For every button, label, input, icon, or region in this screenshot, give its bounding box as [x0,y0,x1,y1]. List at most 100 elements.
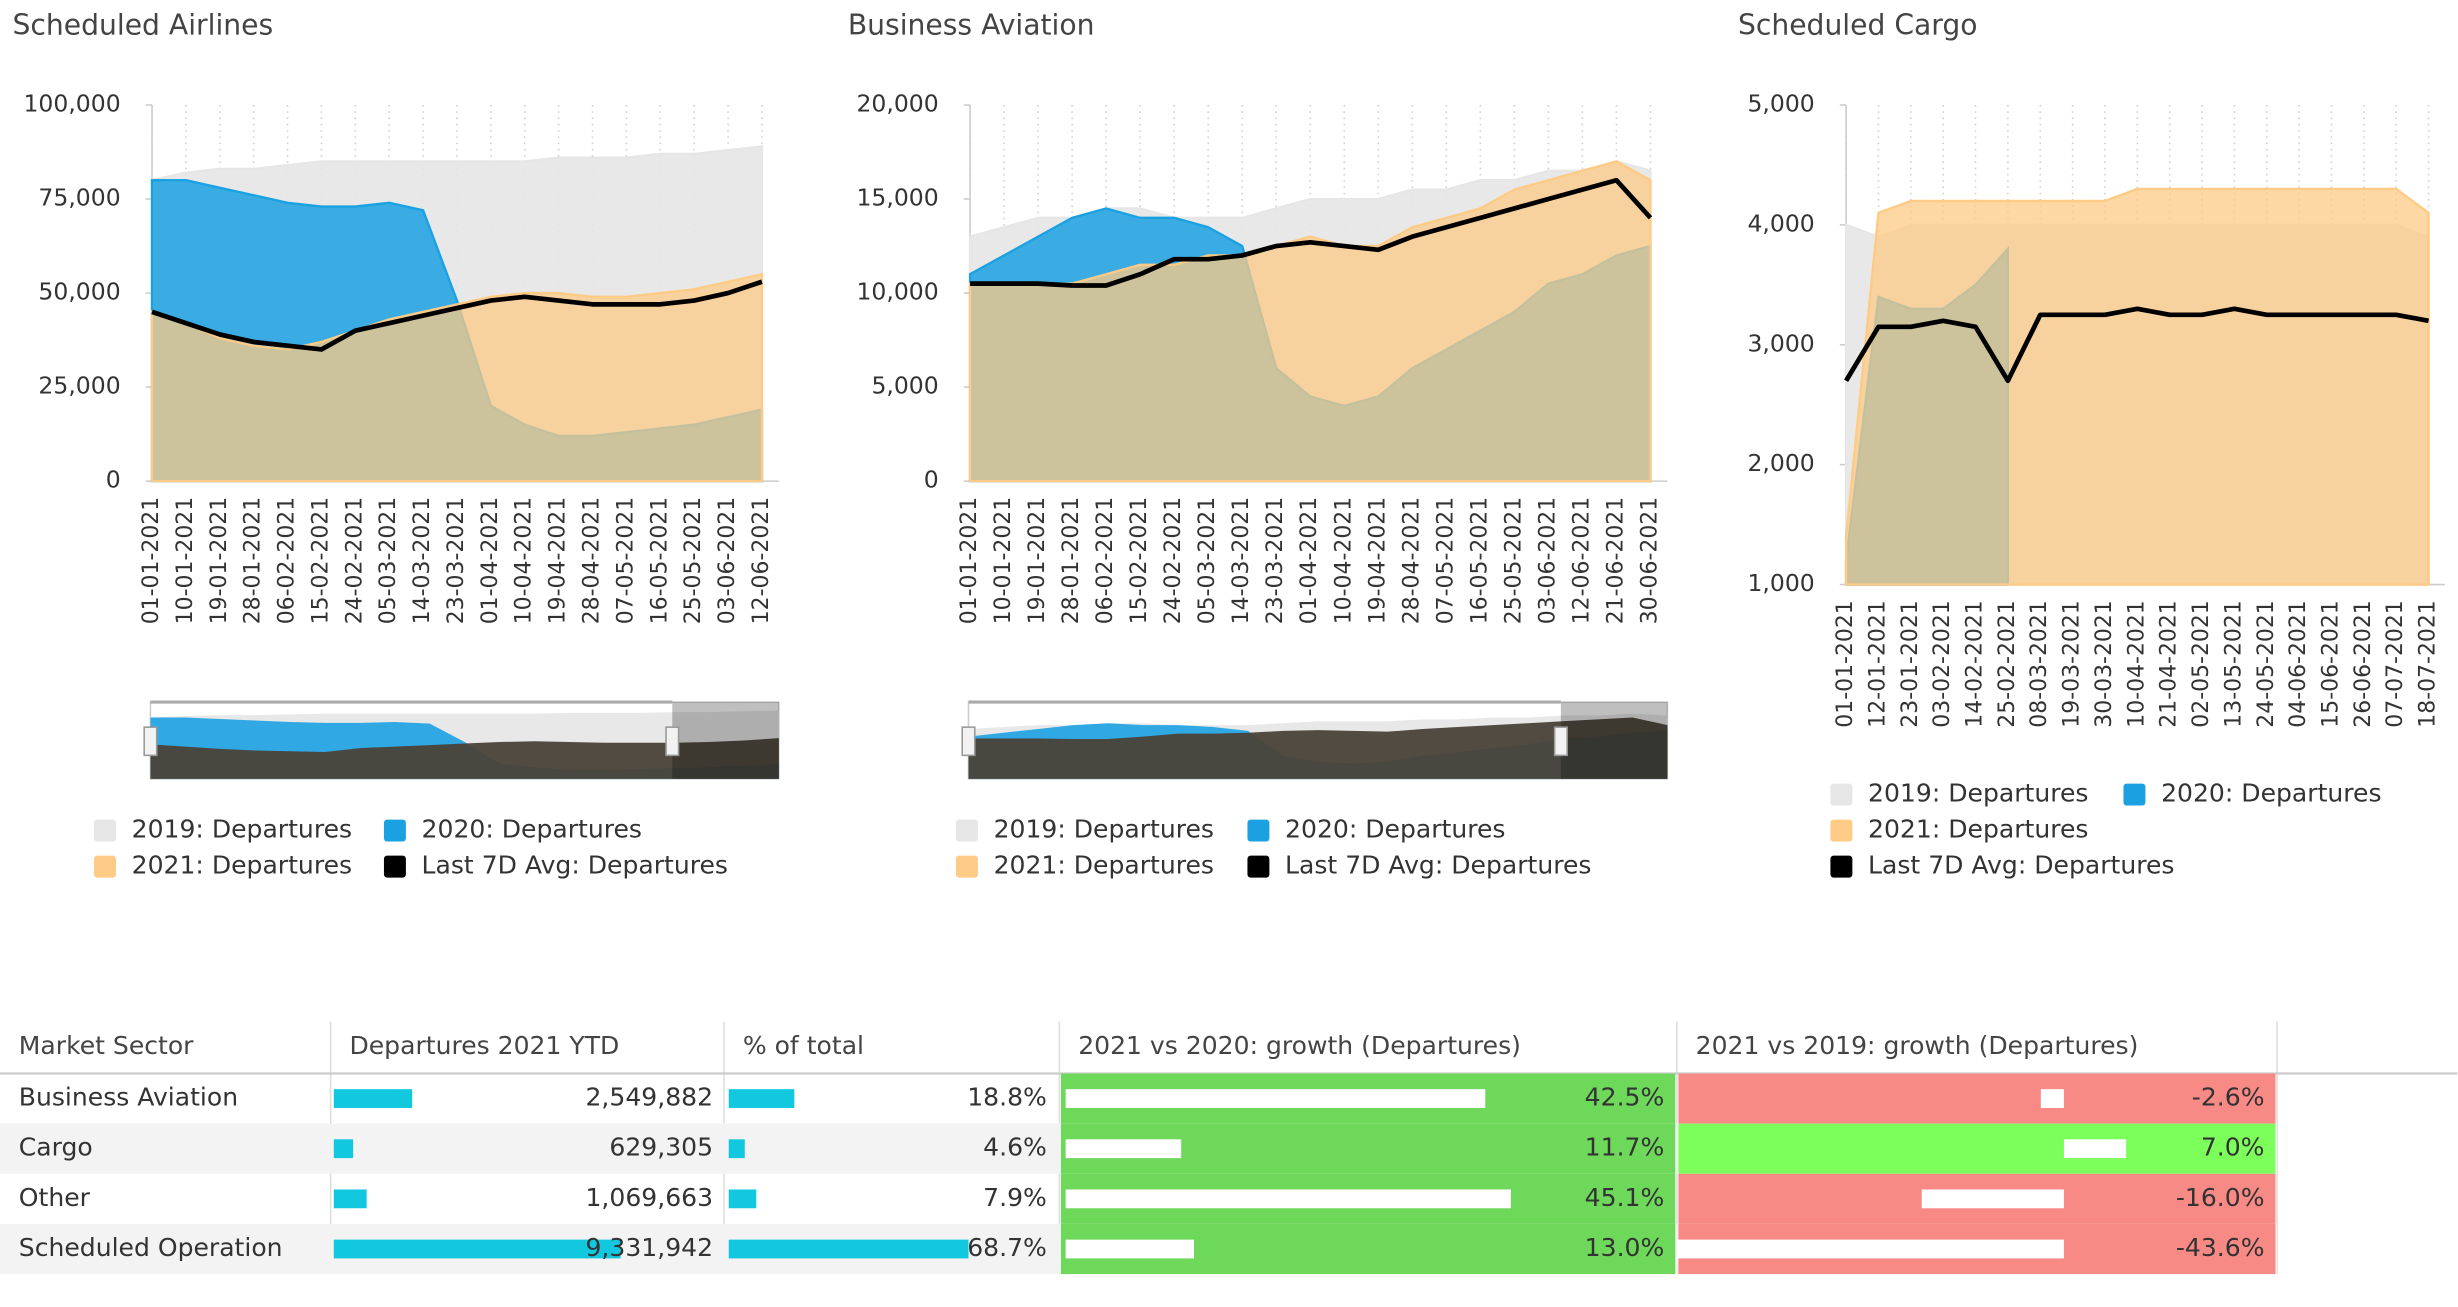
x-tick-label: 03-06-2021 [1535,497,1560,625]
y-tick-label: 15,000 [856,184,938,212]
area [150,272,764,483]
avg-line [151,279,763,352]
x-tick-label: 19-04-2021 [1365,497,1390,625]
x-tick-label: 05-03-2021 [376,497,401,625]
legend-label: 2020: Departures [2161,779,2381,808]
legend-label: 2019: Departures [994,815,1214,844]
x-tick-label: 10-01-2021 [173,497,198,624]
x-tick-label: 24-02-2021 [1161,497,1186,625]
legend-swatch [1830,819,1853,842]
x-tick-label: 19-03-2021 [2060,600,2085,727]
share-bar [728,1189,757,1209]
y-tick-label: 3,000 [1747,329,1814,357]
y-tick-label: 0 [106,466,121,494]
x-tick-label: 08-03-2021 [2027,600,2052,727]
sector: Other [19,1183,91,1212]
x-tick-label: 01-04-2021 [478,497,503,624]
sector: Scheduled Operation [19,1233,283,1262]
x-tick-label: 02-05-2021 [2189,600,2214,727]
x-tick-label: 14-03-2021 [1229,497,1254,625]
navigator-handle [143,726,158,757]
x-tick-label: 24-05-2021 [2254,600,2279,727]
x-tick-label: 16-05-2021 [1467,497,1492,625]
y-tick-label: 4,000 [1747,209,1814,237]
legend-label: 2020: Departures [422,815,642,844]
legend-label: Last 7D Avg: Departures [1285,851,1591,880]
legend-label: 2021: Departures [1868,815,2088,844]
x-tick-label: 16-05-2021 [647,497,672,624]
x-tick-label: 15-06-2021 [2318,600,2343,727]
x-tick-label: 21-06-2021 [1603,497,1628,624]
chart-title: Scheduled Airlines [13,8,274,41]
legend-label: 2021: Departures [132,851,352,880]
x-tick-label: 03-02-2021 [1930,600,1955,727]
y-tick-label: 25,000 [38,372,120,400]
x-tick-label: 25-02-2021 [1995,600,2020,727]
x-tick-label: 06-02-2021 [1093,497,1118,625]
growth-2020-bar [1065,1089,1486,1108]
chart-title: Scheduled Cargo [1738,8,1978,41]
navigator-outside [1560,702,1668,779]
y-tick-label: 0 [924,466,939,494]
sector: Business Aviation [19,1083,238,1112]
share-bar [728,1239,969,1259]
growth-2019: -2.6% [2192,1083,2265,1112]
legend-label: 2020: Departures [1285,815,1505,844]
navigator-handle [665,726,680,757]
x-tick-label: 01-01-2021 [957,497,982,625]
growth-2019-bar [1921,1189,2064,1209]
x-tick-label: 15-02-2021 [1127,497,1152,625]
x-tick-label: 19-01-2021 [207,497,232,624]
x-tick-label: 12-01-2021 [1865,600,1890,727]
x-tick-label: 07-07-2021 [2383,600,2408,727]
growth-2020-bar [1065,1139,1182,1159]
departures-bar [333,1139,354,1159]
column-header: % of total [743,1031,864,1060]
x-tick-label: 10-04-2021 [512,497,537,624]
share-bar [728,1089,795,1108]
x-tick-label: 15-02-2021 [308,497,333,624]
growth-2020: 11.7% [1585,1133,1665,1162]
avg-line [1844,306,2430,384]
x-tick-label: 23-01-2021 [1898,600,1923,727]
area [1844,187,2430,586]
x-tick-label: 07-05-2021 [613,497,638,624]
share: 18.8% [967,1083,1047,1112]
y-tick-label: 75,000 [38,184,120,212]
x-tick-label: 13-05-2021 [2221,600,2246,727]
x-tick-label: 25-05-2021 [681,497,706,624]
legend-swatch [955,855,978,878]
departures: 9,331,942 [585,1233,713,1262]
column-header: 2021 vs 2019: growth (Departures) [1696,1031,2139,1060]
growth-2019-bar [2063,1139,2127,1159]
x-tick-label: 01-04-2021 [1297,497,1322,625]
legend-label: Last 7D Avg: Departures [422,851,728,880]
share: 4.6% [983,1133,1047,1162]
growth-2020: 45.1% [1585,1183,1665,1212]
legend-label: 2021: Departures [994,851,1214,880]
x-tick-label: 24-02-2021 [342,497,367,624]
legend-swatch [2123,783,2146,806]
share-bar [728,1139,745,1159]
y-tick-label: 10,000 [856,278,938,306]
x-tick-label: 03-06-2021 [715,497,740,624]
x-tick-label: 10-01-2021 [991,497,1016,625]
x-tick-label: 12-06-2021 [1569,497,1594,625]
x-tick-label: 30-06-2021 [1637,497,1662,624]
navigator-outside [672,702,779,779]
share: 7.9% [983,1183,1047,1212]
x-tick-label: 21-04-2021 [2157,600,2182,727]
chart-title: Business Aviation [848,8,1095,41]
cell-bg [1678,1123,2276,1174]
x-tick-label: 10-04-2021 [1331,497,1356,625]
growth-2019-bar [2040,1089,2064,1108]
navigator-area [150,738,779,779]
x-tick-label: 26-06-2021 [2351,600,2376,727]
navigator-area [968,717,1668,779]
sector: Cargo [19,1133,93,1162]
departures-bar [333,1189,367,1209]
x-tick-label: 14-02-2021 [1963,600,1988,727]
x-tick-label: 28-04-2021 [580,497,605,624]
growth-2020: 13.0% [1585,1233,1665,1262]
